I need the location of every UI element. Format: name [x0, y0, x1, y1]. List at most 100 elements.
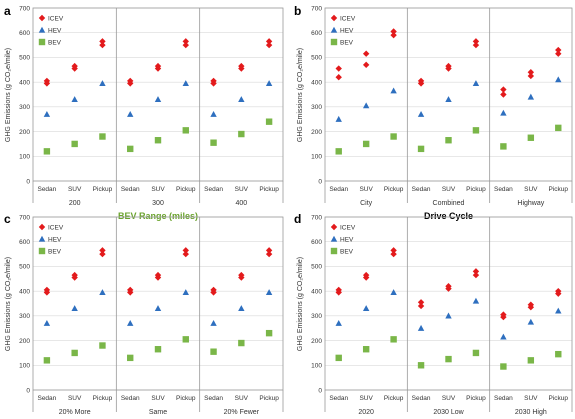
icev-point [390, 250, 397, 258]
bev-point [390, 133, 397, 140]
legend-label-icev: ICEV [340, 15, 356, 22]
legend-marker-hev [330, 235, 338, 242]
bev-point [43, 148, 51, 155]
bev-point [500, 143, 507, 150]
bev-point [99, 342, 106, 349]
legend-label-icev: ICEV [340, 224, 356, 231]
panel-b: b 0 100 200 300 400 500 600 700 GHG Emissions (g … [294, 4, 573, 221]
panel-title: Drive Cycle [424, 211, 473, 221]
vehicle-label: Pickup [384, 186, 404, 193]
bev-point [500, 363, 507, 370]
hev-point [390, 289, 397, 295]
plot-frame [324, 7, 573, 182]
group-label: Highway [517, 200, 544, 207]
y-axis-label: GHG Emissions (g CO₂e/mile) [297, 257, 304, 351]
bev-point [43, 357, 51, 364]
bev-point [127, 145, 134, 153]
vehicle-label: SUV [359, 395, 373, 402]
legend-label-bev: BEV [48, 39, 62, 46]
y-tick-label: 300 [311, 104, 322, 111]
icev-point [527, 304, 535, 311]
y-tick-label: 600 [19, 239, 30, 246]
y-tick-label: 400 [19, 288, 30, 295]
hev-point [154, 305, 162, 312]
vehicle-label: Pickup [466, 186, 486, 193]
hev-point [210, 319, 217, 326]
legend: ICEV HEV BEV [38, 14, 64, 46]
icev-point [555, 46, 562, 54]
icev-point [472, 41, 480, 49]
vehicle-label: Pickup [259, 186, 279, 193]
y-tick-label: 400 [311, 288, 322, 295]
hev-point [335, 319, 342, 326]
vehicle-label: Pickup [549, 395, 569, 402]
panel-letter: d [294, 212, 301, 226]
legend: ICEV HEV BEV [330, 223, 356, 255]
legend-label-hev: HEV [48, 27, 62, 34]
icev-point [238, 65, 245, 72]
hev-point [265, 289, 273, 295]
vehicle-label: Sedan [121, 395, 140, 402]
icev-point [445, 285, 452, 292]
y-tick-label: 300 [19, 313, 30, 320]
icev-point [362, 61, 370, 69]
icev-point [210, 289, 217, 296]
hev-point [362, 305, 370, 312]
legend-marker-bev [38, 38, 46, 46]
icev-point [500, 313, 507, 321]
hev-point [154, 96, 162, 103]
y-tick-label: 300 [311, 313, 322, 320]
vehicle-label: Sedan [37, 186, 56, 193]
hev-point [71, 96, 78, 103]
y-tick-label: 400 [19, 79, 30, 86]
y-tick-label: 700 [19, 5, 30, 12]
icev-point [43, 289, 51, 296]
y-tick-label: 500 [311, 55, 322, 62]
icev-point [182, 41, 189, 49]
vehicle-label: SUV [524, 395, 538, 402]
icev-point [417, 299, 425, 306]
icev-point [265, 247, 273, 254]
bev-point [265, 329, 273, 337]
plot-frame [324, 216, 573, 391]
icev-point [182, 247, 189, 254]
group-label: 2020 [358, 409, 374, 416]
hev-point [390, 87, 397, 94]
icev-point [527, 72, 535, 80]
hev-point [500, 333, 507, 340]
icev-point [99, 247, 106, 254]
hev-point [99, 80, 106, 86]
y-tick-label: 600 [19, 30, 30, 37]
vehicle-label: Pickup [93, 186, 113, 193]
icev-point [472, 38, 480, 45]
y-axis-label: GHG Emissions (g CO₂e/mile) [5, 257, 12, 351]
vehicle-label: SUV [68, 186, 82, 193]
icev-point [182, 38, 189, 45]
legend-label-bev: BEV [340, 248, 354, 255]
y-tick-label: 100 [19, 154, 30, 161]
bev-point [527, 357, 535, 364]
icev-point [99, 41, 106, 49]
hev-point [555, 307, 562, 314]
icev-point [500, 91, 507, 98]
icev-point [390, 247, 397, 254]
bev-point [154, 346, 162, 353]
y-tick-label: 600 [311, 239, 322, 246]
bev-point [335, 354, 342, 362]
hev-point [472, 297, 480, 304]
icev-point [390, 31, 397, 39]
vehicle-label: Pickup [549, 186, 569, 193]
hev-point [500, 109, 507, 116]
hev-point [238, 305, 245, 312]
vehicle-label: Pickup [176, 395, 196, 402]
legend-label-bev: BEV [340, 39, 354, 46]
y-tick-label: 700 [311, 5, 322, 12]
vehicle-label: SUV [524, 186, 538, 193]
hev-point [43, 319, 51, 326]
bev-point [210, 139, 217, 146]
y-tick-label: 0 [26, 178, 30, 185]
hev-point [527, 318, 535, 325]
panel-a: a 0 100 200 300 400 500 600 700 GHG Emissions (g … [4, 4, 284, 221]
icev-point [390, 28, 397, 35]
